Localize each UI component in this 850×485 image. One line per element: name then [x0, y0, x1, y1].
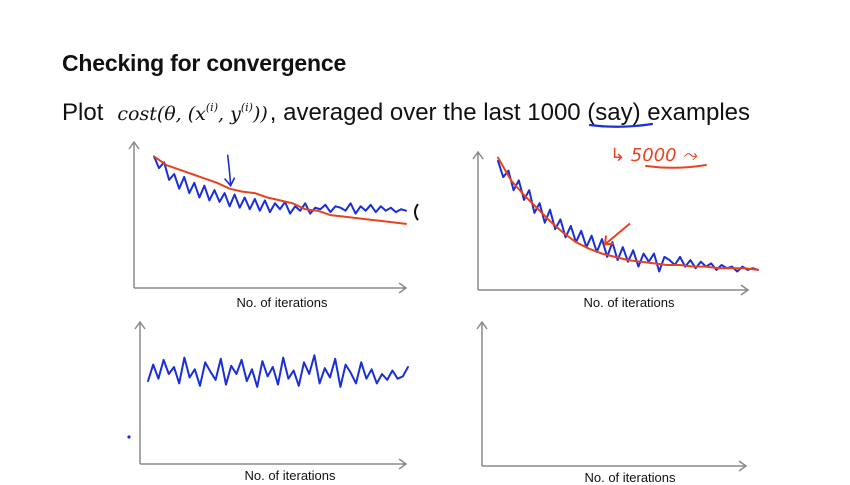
series-line-blue	[147, 354, 409, 388]
plot-bottom-right-svg	[476, 320, 748, 472]
series-line-blue	[497, 159, 759, 273]
x-axis-arrowhead	[738, 460, 748, 472]
series-line-red	[497, 156, 759, 271]
plot-bottom-left: No. of iterations	[120, 318, 420, 484]
cost-formula: cost(θ, (x(i), y(i)))	[117, 101, 268, 125]
example-count: 1000	[527, 99, 581, 126]
xlabel-top-left: No. of iterations	[236, 295, 328, 310]
stray-dot	[127, 435, 131, 439]
plot-top-left-svg	[128, 140, 419, 294]
y-axis-arrowhead	[128, 140, 140, 150]
series-line-red	[153, 155, 407, 225]
annotation-bracket	[414, 203, 419, 221]
underline-1000	[588, 122, 654, 128]
y-axis-arrowhead	[134, 320, 146, 330]
x-axis-arrowhead	[740, 284, 750, 296]
note-underline	[645, 164, 707, 169]
y-axis-arrowhead	[472, 150, 484, 160]
series-line-blue	[153, 155, 407, 215]
plot-bottom-left-svg	[134, 320, 409, 470]
annotation-arrow	[603, 222, 631, 246]
y-axis-arrowhead	[476, 320, 488, 330]
plot-bottom-right: No. of iterations	[462, 318, 762, 485]
subtitle-prefix: Plot	[62, 99, 104, 126]
handwritten-5000-note: ↳ 5000 ⤳	[610, 145, 698, 166]
slide-title: Checking for convergence	[62, 50, 347, 76]
annotation-arrow	[223, 154, 236, 188]
plot-top-right-svg	[472, 150, 759, 296]
subtitle-suffix: (say) examples	[580, 99, 751, 126]
plot-top-right: No. of iterations	[462, 148, 762, 318]
x-axis-arrowhead	[398, 458, 408, 470]
x-axis-arrowhead	[398, 282, 408, 294]
subtitle-middle: , averaged over the last	[269, 99, 528, 126]
slide-subtitle: Plot cost(θ, (x(i), y(i))), averaged over…	[62, 92, 750, 130]
plot-top-left: No. of iterations	[120, 138, 420, 318]
xlabel-bottom-right: No. of iterations	[584, 470, 676, 485]
xlabel-top-right: No. of iterations	[583, 295, 675, 310]
xlabel-bottom-left: No. of iterations	[244, 468, 336, 483]
